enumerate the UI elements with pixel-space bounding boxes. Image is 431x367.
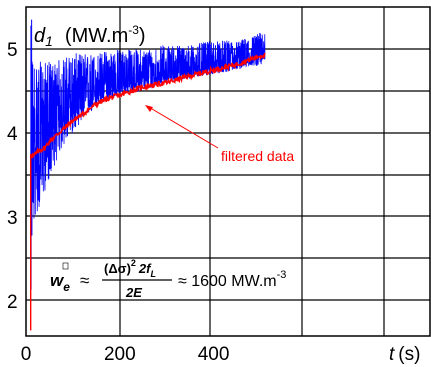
title-sub: 1: [45, 33, 53, 49]
x-tick-label: 0: [21, 344, 32, 365]
title-unit-sup: -3: [128, 23, 139, 37]
formula-num-post: 2f: [138, 261, 152, 276]
formula-rhs: ≈ 1600 MW.m-3: [178, 269, 286, 290]
y-tick-label: 4: [7, 124, 18, 145]
formula-rhs-sup: -3: [277, 269, 287, 281]
formula-lhs-var: w: [50, 271, 65, 290]
formula-num-sup: 2: [131, 258, 136, 268]
formula-denominator: 2E: [125, 285, 142, 300]
formula-numerator: (Δσ)2 2fL: [104, 258, 156, 279]
x-tick-label: 200: [104, 344, 136, 365]
formula-lhs-box-icon: [62, 262, 69, 270]
x-axis-unit: (s): [398, 344, 420, 365]
formula-num-sub: L: [150, 269, 156, 279]
x-axis-label: t (s): [389, 344, 420, 365]
annotation-arrowhead: [145, 105, 153, 112]
formula-num-pre: (Δσ): [104, 261, 131, 276]
title-unit-pre: (MW.m: [65, 25, 128, 47]
x-tick-label: 400: [198, 344, 230, 365]
formula-lhs-sub: e: [63, 280, 70, 294]
formula-lhs: we: [50, 271, 70, 294]
y-tick-label: 5: [7, 40, 18, 61]
y-tick-label: 2: [7, 292, 18, 313]
formula: we ≈ (Δσ)2 2fL 2E ≈ 1600 MW.m-3: [50, 258, 286, 300]
filtered-data-label: filtered data: [221, 148, 294, 164]
series-layer: [29, 19, 266, 331]
y-tick-label: 3: [7, 208, 18, 229]
formula-approx-1: ≈: [80, 271, 89, 290]
series-filtered-line: [29, 52, 266, 159]
formula-rhs-main: ≈ 1600 MW.m: [178, 273, 277, 290]
x-tick-labels: 0 200 400: [21, 344, 230, 365]
title-unit-post: ): [139, 25, 146, 47]
title-main: d: [34, 25, 46, 47]
annotation-arrow-line: [146, 105, 219, 149]
chart-title: d1 (MW.m-3): [34, 23, 146, 49]
x-axis-var: t: [389, 344, 395, 365]
y-tick-labels: 2 3 4 5: [7, 40, 18, 313]
